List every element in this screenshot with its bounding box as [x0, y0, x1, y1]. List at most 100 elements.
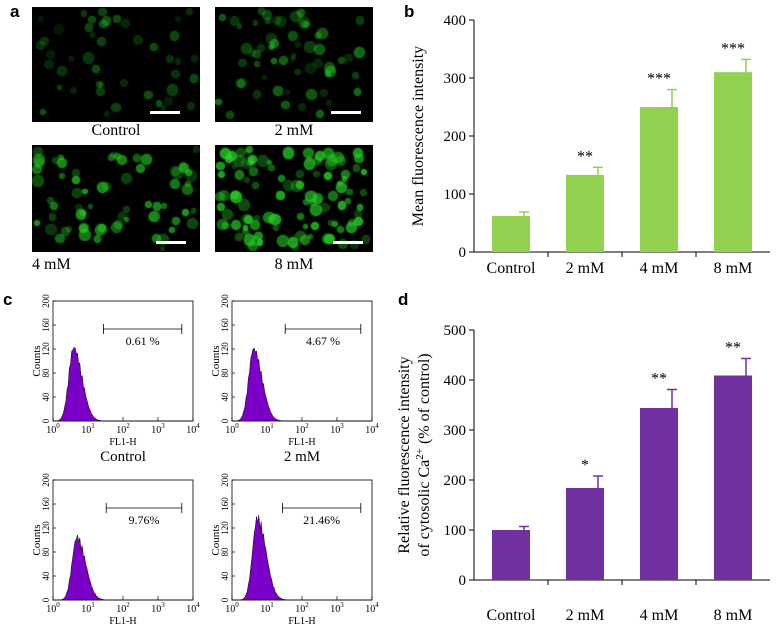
cell-dot [250, 235, 262, 247]
cell-dot [227, 150, 238, 161]
cell-dot [38, 15, 45, 23]
y-tick-label: 200 [444, 129, 467, 145]
significance-mark: *** [647, 71, 671, 88]
cell-dot [120, 78, 128, 87]
histogram-y-tick-label: 120 [41, 521, 51, 535]
cell-dot [254, 61, 260, 67]
cell-dot [114, 219, 123, 229]
cell-dot [219, 13, 227, 21]
histogram-caption: 8 mM [284, 628, 320, 630]
cell-dot [313, 44, 325, 56]
histogram-y-tick-label: 40 [41, 392, 51, 402]
cell-dot [236, 23, 243, 29]
cell-dot [229, 16, 240, 26]
scale-bar [331, 111, 361, 114]
cell-dot [354, 217, 364, 227]
cell-dot [312, 193, 324, 204]
cell-dot [217, 170, 226, 179]
cell-dot [299, 235, 310, 245]
cell-dot [156, 233, 169, 246]
cell-dot [82, 188, 89, 195]
cell-dot [305, 190, 318, 203]
cell-dot [303, 21, 311, 29]
cell-dot [257, 7, 266, 15]
cell-dot [283, 179, 295, 192]
cell-dot [354, 210, 363, 219]
histogram-x-tick-label: 102 [295, 422, 309, 436]
histogram-peak [232, 347, 372, 422]
histogram-x-tick-label: 103 [151, 422, 165, 436]
bar-3 [714, 72, 752, 252]
cell-dot [123, 206, 130, 213]
histogram-x-tick-label: 101 [81, 601, 95, 615]
cell-dot [155, 99, 163, 107]
histogram-x-tick-label: 104 [186, 422, 200, 436]
y-tick-label: 400 [444, 13, 467, 29]
cell-dot [332, 151, 344, 163]
cell-dot [172, 216, 180, 225]
histogram-x-tick-label: 100 [46, 422, 60, 436]
cell-dot [111, 221, 123, 233]
cell-dot [70, 87, 77, 95]
y-tick-label: 200 [444, 473, 467, 489]
histogram-y-tick-label: 0 [220, 418, 230, 423]
histogram-x-tick-label: 100 [46, 601, 60, 615]
bar-2 [640, 408, 678, 580]
cell-dot [218, 190, 230, 201]
cell-dot [314, 32, 322, 39]
cell-dot [268, 41, 276, 49]
cell-dot [242, 224, 249, 231]
cell-dot [308, 199, 316, 207]
histogram-caption: Control [100, 449, 146, 465]
cell-dot [66, 226, 73, 232]
cell-dot [109, 151, 117, 159]
cell-dot [320, 88, 329, 97]
y-axis-label-line1: Relative fluorescence intensity [396, 356, 413, 553]
cell-dot [44, 223, 57, 236]
cell-dot [166, 55, 175, 64]
cell-dot [78, 222, 89, 233]
cell-dot [191, 55, 198, 62]
cell-dot [179, 162, 189, 173]
cell-dot [164, 96, 174, 106]
cell-dot [292, 244, 299, 251]
cell-dot [34, 220, 40, 227]
cell-dot [99, 81, 105, 87]
cell-dot [72, 188, 82, 198]
scale-bar [333, 241, 363, 244]
histogram-1: 0 40 80 120 160 200 Counts 100 101 102 103 104 FL1-H… [210, 294, 379, 465]
y-tick-label: 0 [459, 245, 467, 261]
histogram-x-tick-label: 100 [225, 422, 239, 436]
histogram-xlabel: FL1-H [288, 616, 315, 627]
cell-dot [256, 43, 266, 53]
significance-mark: ** [725, 340, 741, 357]
cell-dot [329, 155, 336, 163]
y-tick-label: 400 [444, 373, 467, 389]
cell-dot [235, 170, 245, 180]
histogram-ylabel: Counts [31, 345, 43, 376]
x-tick-label: 2 mM [566, 260, 605, 277]
cell-dot [298, 15, 310, 28]
cell-dot [344, 198, 352, 205]
cell-dot [325, 158, 337, 171]
cell-dot [141, 154, 152, 165]
cell-dot [94, 235, 102, 243]
cell-dot [32, 175, 44, 187]
cell-dot [331, 221, 339, 228]
histogram-x-tick-label: 104 [365, 601, 379, 615]
histogram-caption: 2 mM [284, 449, 320, 465]
cell-dot [353, 164, 361, 172]
cell-dot [275, 15, 287, 27]
cell-dot [279, 55, 289, 65]
cell-dot [272, 16, 282, 26]
y-tick-label: 100 [444, 523, 467, 539]
histogram-y-tick-label: 80 [41, 368, 51, 378]
y-axis-label: Mean fluorescence intensity [410, 46, 427, 226]
cell-dot [108, 154, 116, 162]
cell-dot [32, 154, 45, 166]
histogram-peak [53, 347, 193, 422]
cell-dot [185, 170, 198, 183]
cell-dot [186, 218, 198, 229]
cell-dot [353, 87, 362, 96]
cell-dot [284, 89, 290, 96]
